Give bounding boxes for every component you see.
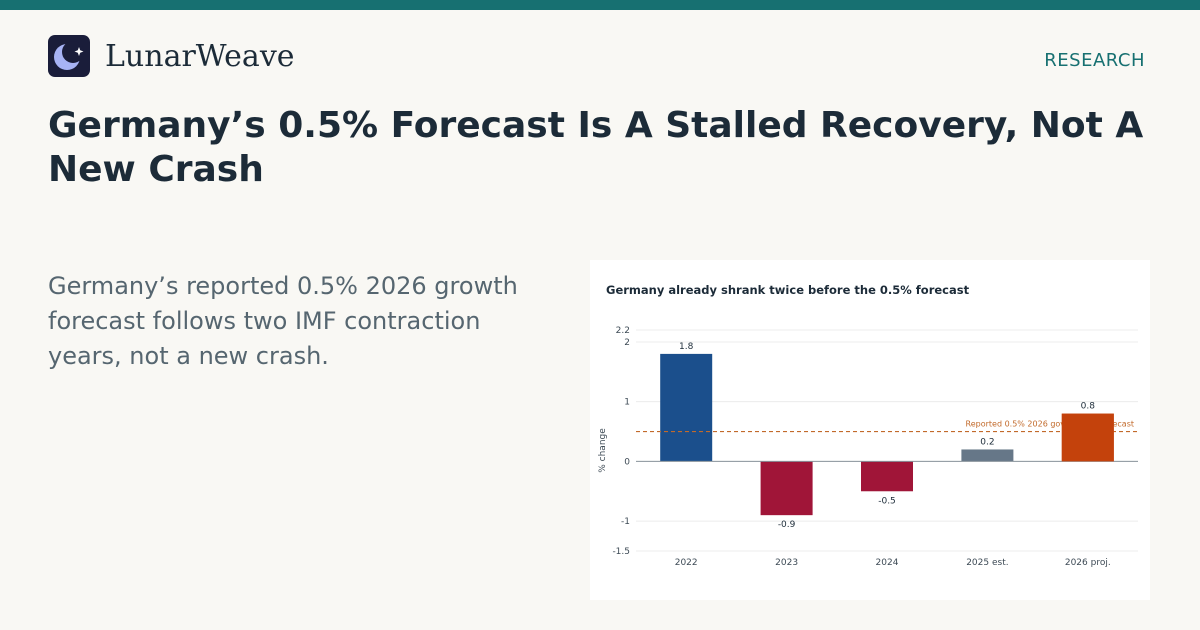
bar — [660, 353, 713, 462]
data-label: 0.8 — [1081, 402, 1096, 412]
x-tick-label: 2026 proj. — [1065, 558, 1111, 568]
data-label: 1.8 — [679, 342, 694, 352]
brand-logo[interactable]: LunarWeave — [48, 35, 295, 77]
x-tick-label: 2024 — [876, 558, 899, 568]
page-title-line-1: Germany’s 0.5% Forecast Is A Stalled Rec… — [48, 105, 1144, 146]
article-summary: Germany’s reported 0.5% 2026 growth fore… — [48, 272, 518, 370]
page-title-line-2: New Crash — [48, 149, 264, 190]
y-tick-label: 2 — [624, 338, 630, 348]
bar-overlay — [1061, 413, 1114, 462]
bar-chart: -1.5 -1 0 1 2 2.2 % change 1.8 2022 -0.9 2023 -0.5 2… — [598, 326, 1138, 568]
y-tick-label: 0 — [624, 457, 630, 467]
reference-line-label: Reported 0.5% 2026 government forecast — [966, 420, 1135, 429]
y-tick-label: 2.2 — [616, 326, 630, 336]
page-title: Germany’s 0.5% Forecast Is A Stalled Rec… — [48, 104, 1200, 192]
bar — [961, 449, 1014, 462]
x-tick-label: 2023 — [775, 558, 798, 568]
y-tick-label: 1 — [624, 398, 630, 408]
data-label: -0.9 — [778, 520, 796, 530]
moon-star-icon — [48, 35, 90, 77]
data-label: 0.2 — [980, 437, 994, 447]
x-tick-label: 2025 est. — [966, 558, 1008, 568]
chart-card: Germany already shrank twice before the … — [590, 260, 1150, 600]
brand-name: LunarWeave — [105, 38, 295, 74]
y-axis-label: % change — [598, 428, 608, 473]
y-tick-label: -1 — [621, 517, 630, 527]
nav-research-link[interactable]: RESEARCH — [1044, 50, 1145, 71]
data-label: -0.5 — [878, 496, 896, 506]
x-tick-label: 2022 — [675, 558, 698, 568]
bar — [760, 461, 813, 516]
bar — [861, 461, 913, 492]
top-accent-bar — [0, 0, 1200, 10]
chart-title: Germany already shrank twice before the … — [606, 283, 970, 297]
y-tick-label: -1.5 — [612, 547, 630, 557]
